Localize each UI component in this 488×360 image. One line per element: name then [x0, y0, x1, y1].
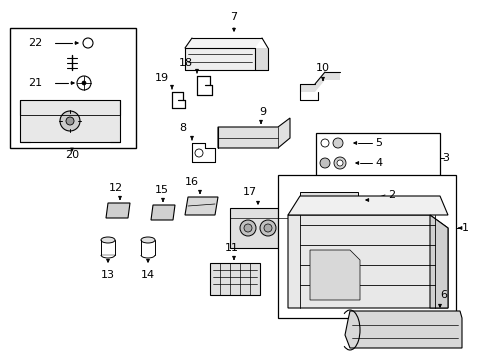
Circle shape — [60, 111, 80, 131]
Bar — [315, 133, 439, 182]
Text: 9: 9 — [259, 107, 266, 117]
Text: 1: 1 — [461, 223, 468, 233]
Text: 3: 3 — [442, 153, 448, 163]
Text: 7: 7 — [230, 12, 237, 22]
Text: 12: 12 — [109, 183, 123, 193]
Circle shape — [240, 220, 256, 236]
Polygon shape — [106, 203, 130, 218]
Text: 22: 22 — [28, 38, 42, 48]
Polygon shape — [218, 118, 289, 148]
Text: 19: 19 — [155, 73, 169, 83]
Polygon shape — [184, 48, 254, 70]
Text: 2: 2 — [387, 190, 394, 200]
Bar — [299, 192, 357, 212]
Text: 4: 4 — [374, 158, 381, 168]
Text: 11: 11 — [224, 243, 239, 253]
Polygon shape — [299, 72, 339, 92]
Polygon shape — [254, 48, 267, 70]
Polygon shape — [309, 250, 359, 300]
Text: 21: 21 — [28, 78, 42, 88]
Circle shape — [195, 149, 203, 157]
Circle shape — [320, 139, 328, 147]
Text: 16: 16 — [184, 177, 199, 187]
Text: 18: 18 — [179, 58, 193, 68]
Bar — [209, 263, 260, 295]
Text: 6: 6 — [440, 290, 447, 300]
Circle shape — [66, 117, 74, 125]
Bar — [278, 175, 455, 318]
Text: 8: 8 — [179, 123, 186, 133]
Circle shape — [333, 157, 346, 169]
Bar — [229, 208, 294, 248]
Circle shape — [244, 224, 251, 232]
Circle shape — [83, 38, 93, 48]
Circle shape — [319, 158, 329, 168]
Polygon shape — [345, 311, 461, 348]
Polygon shape — [287, 196, 447, 215]
Bar — [20, 100, 120, 142]
Polygon shape — [184, 38, 262, 48]
Polygon shape — [429, 215, 447, 308]
Circle shape — [82, 81, 86, 85]
Polygon shape — [287, 215, 447, 308]
Ellipse shape — [101, 237, 115, 243]
Circle shape — [264, 224, 271, 232]
Text: 5: 5 — [374, 138, 381, 148]
Polygon shape — [184, 197, 218, 215]
Text: 10: 10 — [315, 63, 329, 73]
Circle shape — [336, 160, 342, 166]
Text: 14: 14 — [141, 270, 155, 280]
Circle shape — [260, 220, 275, 236]
Ellipse shape — [141, 237, 155, 243]
Circle shape — [332, 138, 342, 148]
Bar — [10, 28, 136, 148]
Polygon shape — [151, 205, 175, 220]
Circle shape — [77, 76, 91, 90]
Text: 13: 13 — [101, 270, 115, 280]
Text: 15: 15 — [155, 185, 169, 195]
Text: 20: 20 — [65, 150, 79, 160]
Text: 17: 17 — [243, 187, 257, 197]
